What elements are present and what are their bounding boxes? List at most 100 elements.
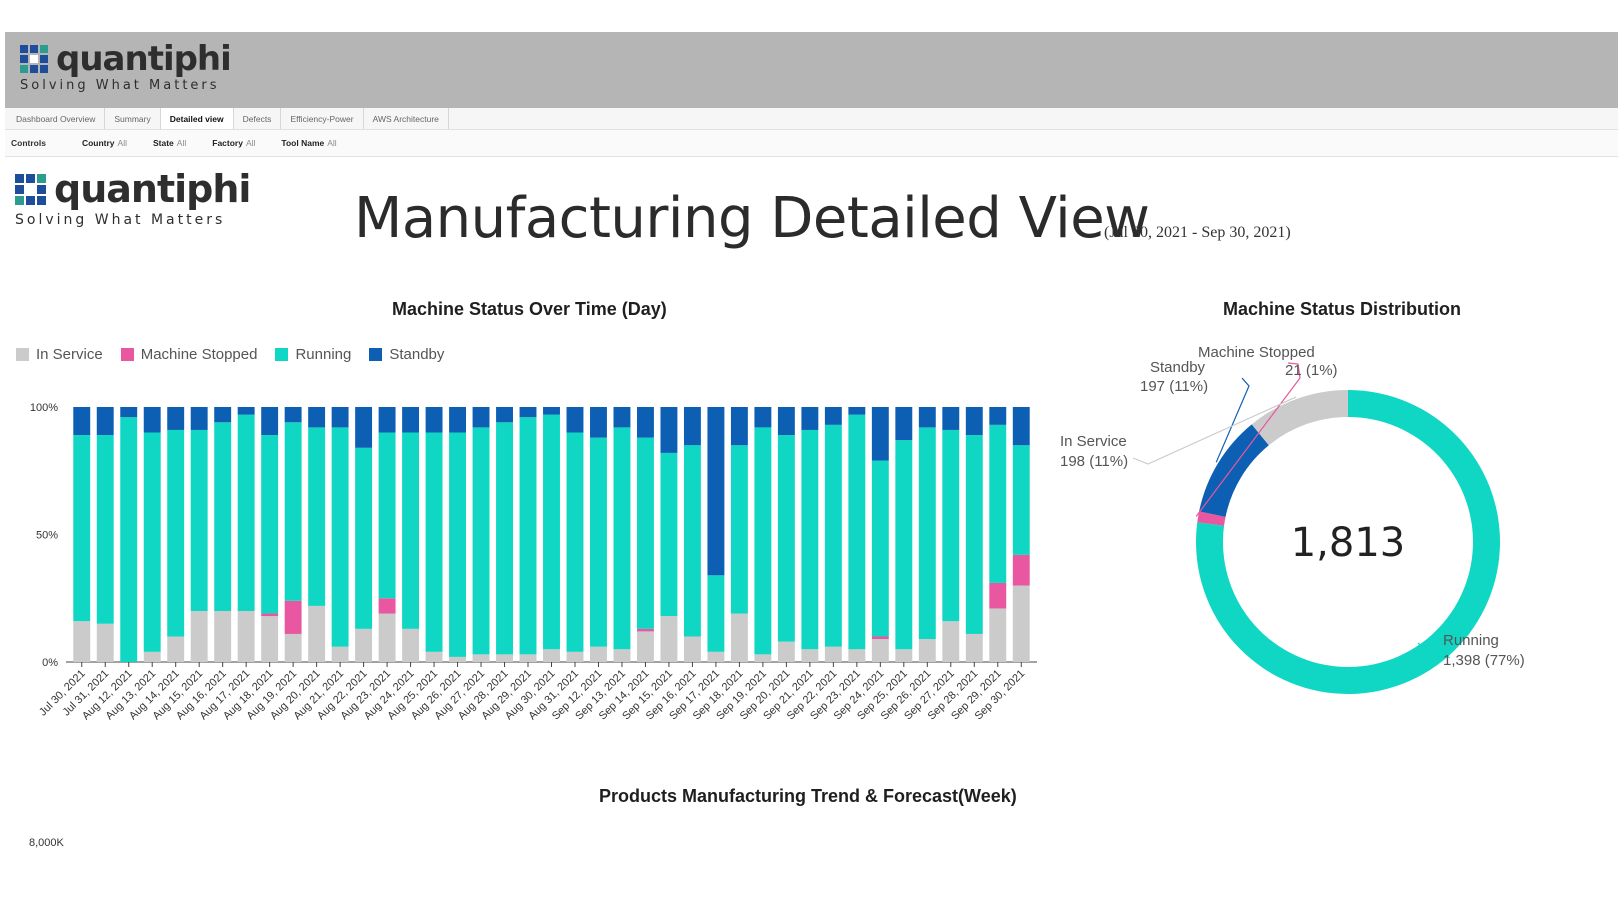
bar-segment-running[interactable] [683,445,701,637]
bar-segment-in-service[interactable] [214,611,232,662]
bar-segment-standby[interactable] [355,407,373,448]
bar-segment-running[interactable] [566,432,584,652]
bar-segment-running[interactable] [402,432,420,629]
bar-segment-running[interactable] [613,427,631,650]
bar-segment-standby[interactable] [824,407,842,425]
bar-segment-in-service[interactable] [543,649,560,662]
bar-segment-standby[interactable] [730,407,748,446]
bar-segment-standby[interactable] [331,407,349,428]
bar-segment-standby[interactable] [1012,407,1030,446]
bar-segment-standby[interactable] [590,407,607,438]
bar-segment-machine-stopped[interactable] [871,636,889,640]
tab-efficiency-power[interactable]: Efficiency-Power [281,108,364,129]
bar-segment-in-service[interactable] [1012,585,1030,663]
bar-segment-in-service[interactable] [261,616,279,662]
bar-segment-running[interactable] [801,429,819,650]
bar-segment-standby[interactable] [519,407,537,418]
bar-segment-running[interactable] [543,414,560,650]
bar-segment-running[interactable] [190,429,208,611]
bar-segment-running[interactable] [120,417,138,662]
bar-segment-running[interactable] [425,432,443,652]
bar-segment-running[interactable] [636,437,654,629]
tab-aws-architecture[interactable]: AWS Architecture [364,108,449,129]
header-logo[interactable]: quantiphi Solving What Matters [20,42,232,93]
bar-segment-running[interactable] [824,424,842,647]
bar-segment-running[interactable] [378,432,396,599]
donut-slice-machine-stopped[interactable] [1197,511,1226,526]
bar-segment-running[interactable] [848,414,866,650]
bar-segment-standby[interactable] [472,407,490,428]
bar-segment-in-service[interactable] [472,654,490,662]
bar-segment-running[interactable] [214,422,232,611]
bar-segment-in-service[interactable] [449,656,467,662]
bar-segment-standby[interactable] [989,407,1007,425]
bar-segment-standby[interactable] [777,407,795,436]
bar-segment-in-service[interactable] [308,605,326,662]
filter-tool-name[interactable]: Tool Name All [281,138,336,148]
bar-segment-running[interactable] [472,427,490,655]
bar-segment-machine-stopped[interactable] [261,613,279,617]
bar-segment-in-service[interactable] [824,646,842,662]
bar-segment-standby[interactable] [284,407,302,423]
bar-segment-running[interactable] [871,460,889,637]
donut-slice-in-service[interactable] [1251,390,1348,446]
bar-segment-in-service[interactable] [378,613,396,662]
bar-segment-standby[interactable] [543,407,560,415]
bar-segment-standby[interactable] [871,407,889,461]
filter-state[interactable]: State All [153,138,186,148]
bar-segment-standby[interactable] [801,407,819,430]
legend-item-running[interactable]: Running [275,346,351,363]
bar-segment-in-service[interactable] [636,631,654,662]
bar-segment-in-service[interactable] [519,654,537,662]
bar-segment-standby[interactable] [237,407,255,415]
bar-segment-running[interactable] [590,437,607,647]
bar-segment-running[interactable] [989,424,1007,583]
bar-segment-standby[interactable] [190,407,208,430]
bar-segment-standby[interactable] [848,407,866,415]
bar-segment-standby[interactable] [425,407,443,433]
bar-segment-running[interactable] [96,435,114,624]
legend-item-machine-stopped[interactable]: Machine Stopped [120,346,257,363]
bar-segment-running[interactable] [1012,445,1030,555]
bar-segment-in-service[interactable] [777,641,795,662]
bar-segment-running[interactable] [519,417,537,655]
bar-segment-in-service[interactable] [918,639,936,662]
filter-country[interactable]: Country All [82,138,127,148]
bar-segment-standby[interactable] [895,407,913,441]
bar-segment-standby[interactable] [707,407,725,576]
bar-segment-running[interactable] [143,432,161,652]
bar-segment-running[interactable] [965,435,983,634]
bar-segment-in-service[interactable] [754,654,772,662]
bar-segment-running[interactable] [660,452,678,617]
bar-segment-standby[interactable] [754,407,772,428]
bar-segment-standby[interactable] [942,407,960,430]
bar-segment-running[interactable] [167,429,185,637]
bar-segment-standby[interactable] [566,407,584,433]
bar-segment-standby[interactable] [73,407,91,436]
bar-segment-in-service[interactable] [167,636,185,663]
bar-segment-standby[interactable] [402,407,420,433]
bar-segment-in-service[interactable] [425,651,443,662]
donut-slice-standby[interactable] [1199,424,1269,517]
bar-segment-in-service[interactable] [190,611,208,662]
bar-segment-standby[interactable] [143,407,161,433]
bar-segment-standby[interactable] [449,407,467,433]
bar-segment-in-service[interactable] [613,649,631,662]
bar-segment-in-service[interactable] [331,646,349,662]
bar-segment-in-service[interactable] [965,633,983,662]
bar-segment-running[interactable] [331,427,349,647]
bar-segment-standby[interactable] [261,407,279,436]
bar-segment-in-service[interactable] [402,628,420,662]
bar-segment-standby[interactable] [214,407,232,423]
bar-segment-in-service[interactable] [496,654,513,662]
bar-segment-standby[interactable] [496,407,513,423]
bar-segment-standby[interactable] [167,407,185,430]
legend-item-in-service[interactable]: In Service [16,346,103,363]
bar-segment-machine-stopped[interactable] [284,600,302,634]
bar-segment-standby[interactable] [378,407,396,433]
tab-summary[interactable]: Summary [105,108,161,129]
tab-dashboard-overview[interactable]: Dashboard Overview [5,108,106,129]
bar-segment-running[interactable] [284,422,302,601]
bar-segment-in-service[interactable] [848,649,866,662]
filter-factory[interactable]: Factory All [212,138,255,148]
